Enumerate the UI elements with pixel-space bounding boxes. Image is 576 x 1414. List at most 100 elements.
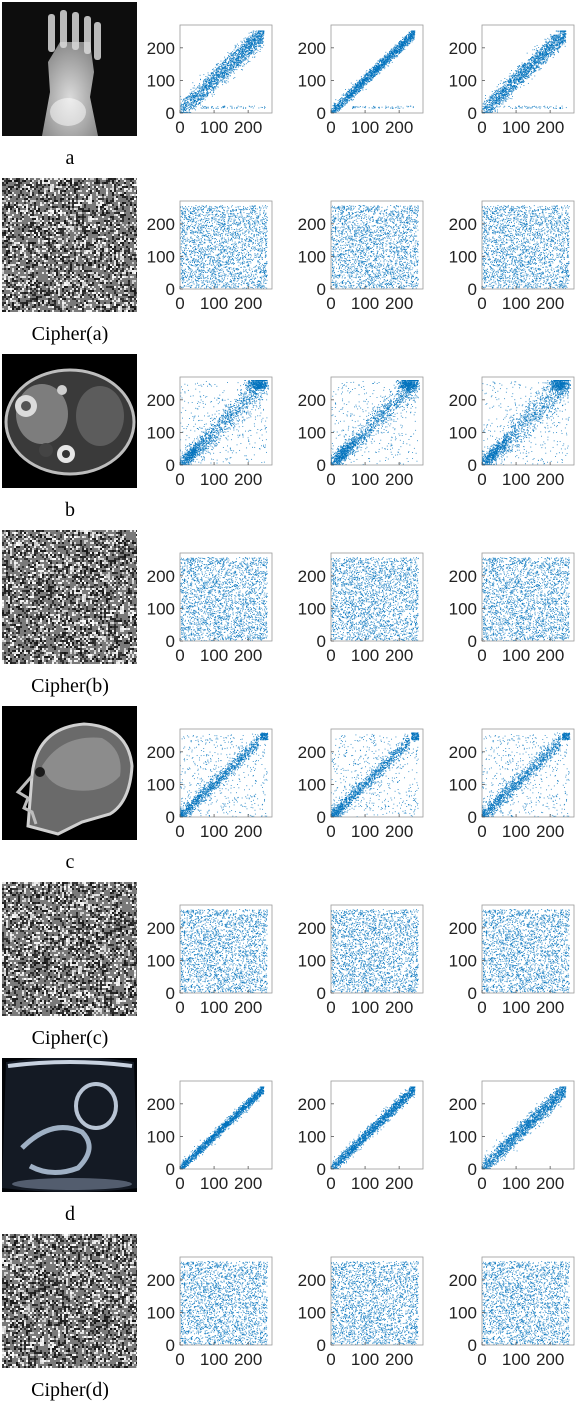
scatter-point [352, 92, 353, 93]
scatter-point [359, 80, 360, 81]
scatter-point [401, 42, 402, 43]
scatter-point [186, 108, 187, 109]
scatter-point [210, 89, 211, 90]
scatter-point [366, 74, 367, 75]
scatter-point [368, 81, 369, 82]
scatter-point [213, 108, 214, 109]
scatter-point [356, 80, 357, 81]
scatter-point [238, 67, 239, 68]
scatter-point [546, 60, 547, 61]
scatter-point [388, 56, 389, 57]
scatter-point [248, 47, 249, 48]
scatter-point [220, 64, 221, 65]
scatter-point [229, 67, 230, 68]
scatter-point [248, 57, 249, 58]
scatter-point [500, 90, 501, 91]
scatter-point [203, 94, 204, 95]
scatter-point [215, 70, 216, 71]
scatter-point [221, 76, 222, 77]
scatter-point [254, 47, 255, 48]
scatter-point [379, 65, 380, 66]
scatter-point [351, 88, 352, 89]
scatter-point [385, 64, 386, 65]
scatter-point [221, 75, 222, 76]
scatter-point [515, 83, 516, 84]
scatter-point [368, 78, 369, 79]
scatter-point [334, 104, 335, 105]
scatter-point [358, 83, 359, 84]
scatter-point [223, 75, 224, 76]
scatter-point [216, 82, 217, 83]
scatter-point [352, 93, 353, 94]
scatter-point [229, 65, 230, 66]
scatter-point [403, 108, 404, 109]
scatter-point [262, 31, 263, 32]
scatter-point [360, 86, 361, 87]
scatter-point [210, 83, 211, 84]
x-tick-label: 200 [385, 118, 413, 137]
scatter-point [231, 69, 232, 70]
scatter-point [403, 44, 404, 45]
scatter-point [222, 73, 223, 74]
scatter-point [211, 107, 212, 108]
scatter-point [369, 69, 370, 70]
scatter-point [348, 93, 349, 94]
scatter-point [228, 81, 229, 82]
scatter-point [213, 74, 214, 75]
scatter-point [213, 90, 214, 91]
scatter-point [339, 99, 340, 100]
scatter-point [385, 61, 386, 62]
scatter-point [408, 34, 409, 35]
scatter-point [388, 66, 389, 67]
scatter-point [224, 62, 225, 63]
scatter-point [230, 58, 231, 59]
scatter-point [251, 32, 252, 33]
scatter-point [216, 78, 217, 79]
scatter-point [211, 82, 212, 83]
scatter-point [218, 76, 219, 77]
scatter-point [254, 50, 255, 51]
scatter-point [361, 85, 362, 86]
scatter-point [230, 55, 231, 56]
scatter-point [509, 76, 510, 77]
scatter-point [236, 50, 237, 51]
scatter-point [245, 108, 246, 109]
scatter-point [250, 48, 251, 49]
scatter-point [411, 38, 412, 39]
scatter-point [342, 102, 343, 103]
scatter-point [203, 83, 204, 84]
scatter-point [191, 99, 192, 100]
x-tick-label: 0 [175, 118, 184, 137]
scatter-point [406, 38, 407, 39]
scatter-point [253, 46, 254, 47]
scatter-point [383, 60, 384, 61]
scatter-point [187, 99, 188, 100]
scatter-point [236, 53, 237, 54]
scatter-point [407, 39, 408, 40]
scatter-point [213, 89, 214, 90]
scatter-point [205, 86, 206, 87]
scatter-point [259, 40, 260, 41]
scatter-point [349, 98, 350, 99]
scatter-point [351, 99, 352, 100]
scatter-point [247, 50, 248, 51]
scatter-point [219, 81, 220, 82]
scatter-point [228, 76, 229, 77]
scatter-point [239, 62, 240, 63]
scatter-point [392, 62, 393, 63]
scatter-point [227, 67, 228, 68]
scatter-point [367, 79, 368, 80]
scatter-point [517, 68, 518, 69]
scatter-point [391, 57, 392, 58]
scatter-point [220, 69, 221, 70]
scatter-point [358, 91, 359, 92]
scatter-point [527, 53, 528, 54]
scatter-point [403, 49, 404, 50]
scatter-point [192, 98, 193, 99]
scatter-point [259, 41, 260, 42]
scatter-point [353, 84, 354, 85]
scatter-point [368, 73, 369, 74]
scatter-point [377, 73, 378, 74]
scatter-point [392, 55, 393, 56]
